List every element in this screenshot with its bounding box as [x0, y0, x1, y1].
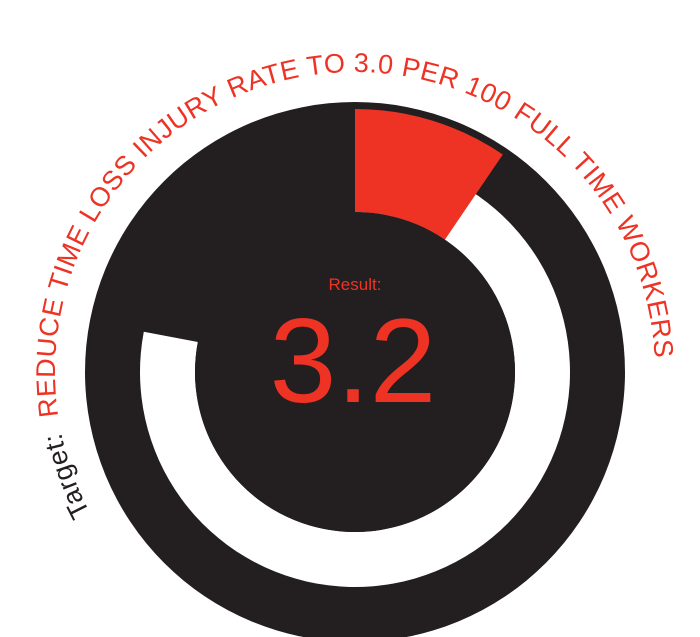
target-label: Target: — [38, 431, 96, 524]
result-value: 3.2 — [270, 294, 437, 428]
result-label: Result: — [329, 275, 382, 294]
